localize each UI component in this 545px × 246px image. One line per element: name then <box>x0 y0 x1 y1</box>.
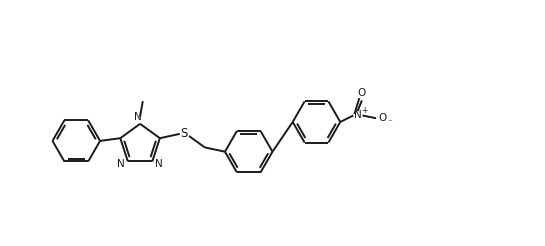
Text: N: N <box>354 110 361 121</box>
Text: O: O <box>378 113 386 123</box>
Text: +: + <box>361 106 367 115</box>
Text: S: S <box>180 127 188 140</box>
Text: N: N <box>134 112 141 122</box>
Text: ⁻: ⁻ <box>387 119 392 128</box>
Text: N: N <box>155 159 163 169</box>
Text: O: O <box>358 88 366 98</box>
Text: N: N <box>117 159 125 169</box>
